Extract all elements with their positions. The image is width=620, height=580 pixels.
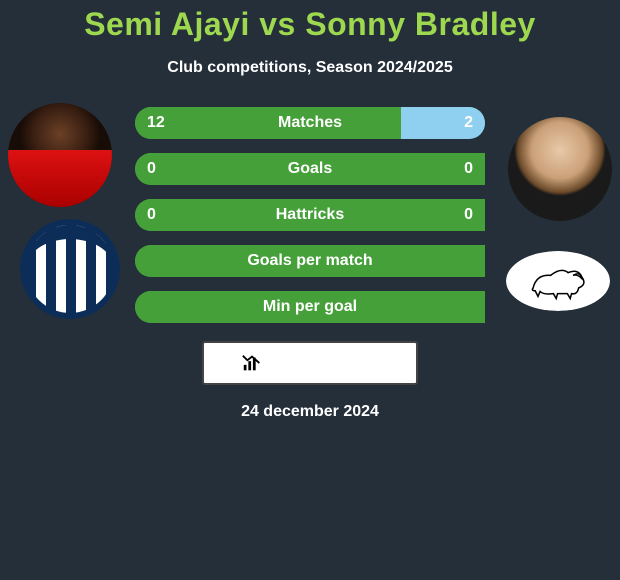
stat-bar-left-fill — [135, 107, 401, 139]
stat-bar: Goals per match — [135, 245, 485, 277]
brand-badge: FcTables.com — [202, 341, 418, 385]
stat-bar-label: Hattricks — [276, 206, 344, 224]
ram-icon — [516, 260, 599, 302]
subtitle: Club competitions, Season 2024/2025 — [0, 59, 620, 77]
west-brom-badge-placeholder — [20, 219, 120, 319]
stat-bar-label: Goals per match — [247, 252, 372, 270]
derby-badge-placeholder — [506, 251, 610, 311]
page-title: Semi Ajayi vs Sonny Bradley — [0, 0, 620, 43]
right-player-portrait-placeholder — [508, 117, 612, 221]
right-club-badge — [506, 251, 610, 311]
left-player-portrait-placeholder — [8, 103, 112, 207]
bar-chart-icon — [241, 352, 263, 374]
stat-bar-label: Goals — [288, 160, 332, 178]
stat-bar-right-value: 0 — [464, 160, 473, 178]
comparison-card: Semi Ajayi vs Sonny Bradley Club competi… — [0, 0, 620, 580]
stat-bar-right-value: 0 — [464, 206, 473, 224]
right-player-avatar — [508, 117, 612, 221]
brand-text: FcTables.com — [267, 353, 379, 373]
date-text: 24 december 2024 — [0, 403, 620, 421]
stat-bar: Goals 0 0 — [135, 153, 485, 185]
stat-bar-left-value: 0 — [147, 160, 156, 178]
comparison-stage: Matches 12 2 Goals 0 0 Hattricks 0 0 Goals per ma… — [0, 107, 620, 421]
stat-bar: Hattricks 0 0 — [135, 199, 485, 231]
stat-bar: Min per goal — [135, 291, 485, 323]
stat-bar-left-value: 12 — [147, 114, 165, 132]
stat-bar-right-value: 2 — [464, 114, 473, 132]
left-player-avatar — [8, 103, 112, 207]
stat-bars: Matches 12 2 Goals 0 0 Hattricks 0 0 Goals per ma… — [135, 107, 485, 323]
stat-bar-label: Matches — [278, 114, 342, 132]
stat-bar-label: Min per goal — [263, 298, 357, 316]
stat-bar: Matches 12 2 — [135, 107, 485, 139]
left-club-badge — [20, 219, 120, 319]
stat-bar-left-value: 0 — [147, 206, 156, 224]
